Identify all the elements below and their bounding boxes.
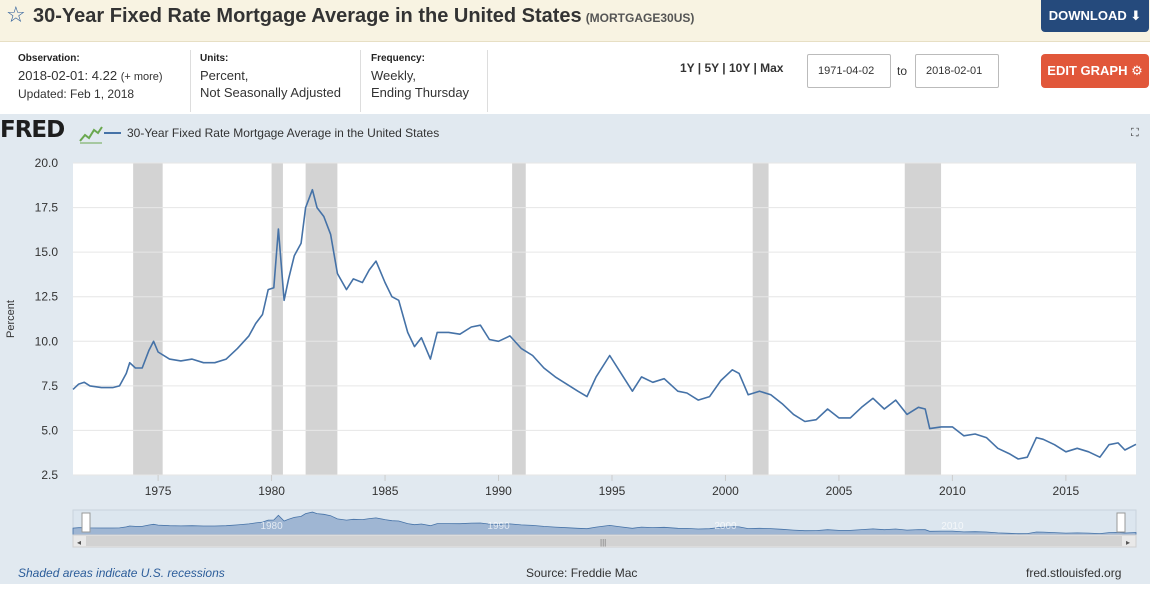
expand-icon[interactable]: ⛶: [1131, 126, 1139, 139]
navigator-handle-left[interactable]: [81, 512, 91, 533]
observation-label: Observation:: [18, 53, 80, 64]
page-title-text: 30-Year Fixed Rate Mortgage Average in t…: [33, 5, 582, 27]
y-tick-label: 15.0: [35, 245, 59, 259]
navigator-tick-label: 2010: [941, 521, 964, 532]
fred-logo: FRED: [0, 117, 65, 143]
units-block: Units: Percent, Not Seasonally Adjusted: [200, 52, 341, 101]
navigator-tick-label: 2000: [714, 521, 737, 532]
y-tick-label: 12.5: [35, 290, 59, 304]
x-tick-label: 1990: [485, 484, 512, 498]
x-tick-label: 2015: [1053, 484, 1080, 498]
more-link[interactable]: (+ more): [120, 71, 163, 83]
line-chart: 20.0 17.5 15.0 12.5 10.0 7.5 5.0 2.5 1975 1980 19…: [5, 156, 1137, 548]
units-label: Units:: [200, 53, 229, 64]
site-link[interactable]: fred.stlouisfed.org: [1026, 566, 1122, 580]
x-tick-label: 2010: [939, 484, 966, 498]
x-tick-label: 1995: [599, 484, 626, 498]
units-line1: Percent,: [200, 68, 249, 83]
recession-note[interactable]: Shaded areas indicate U.S. recessions: [18, 566, 225, 580]
source-text: Source: Freddie Mac: [526, 566, 638, 580]
x-tick-label: 1980: [258, 484, 285, 498]
observation-value: 4.22: [91, 68, 118, 83]
y-tick-label: 20.0: [35, 156, 59, 170]
recession-band: [512, 163, 526, 475]
scrollbar-grip-icon[interactable]: |||: [600, 538, 606, 547]
edit-graph-button[interactable]: EDIT GRAPH ⚙: [1041, 54, 1149, 88]
scroll-right-icon[interactable]: ▸: [1126, 538, 1130, 547]
date-to-input[interactable]: 2018-02-01: [915, 54, 999, 88]
navigator-handle-right[interactable]: [1116, 512, 1126, 533]
divider: [360, 50, 361, 112]
legend-entry[interactable]: 30-Year Fixed Rate Mortgage Average in t…: [127, 126, 440, 140]
y-tick-label: 7.5: [41, 379, 58, 393]
scrollbar-thumb[interactable]: [86, 536, 1122, 546]
units-line2: Not Seasonally Adjusted: [200, 85, 341, 100]
y-tick-label: 5.0: [41, 423, 58, 437]
recession-band: [305, 163, 338, 475]
frequency-line1: Weekly,: [371, 68, 417, 83]
x-tick-label: 2000: [712, 484, 739, 498]
x-tick-label: 1985: [372, 484, 399, 498]
x-tick-label: 1975: [145, 484, 172, 498]
observation-line: 2018-02-01: 4.22 (+ more): [18, 67, 163, 86]
divider: [190, 50, 191, 112]
fred-chart-icon: [79, 126, 103, 144]
divider: [487, 50, 488, 112]
date-from-input[interactable]: 1971-04-02: [807, 54, 891, 88]
series-line: [72, 188, 1137, 460]
navigator-series: [72, 511, 1137, 536]
series-id: (MORTGAGE30US): [585, 11, 695, 25]
observation-date: 2018-02-01:: [18, 68, 89, 83]
to-label: to: [897, 64, 908, 78]
recession-band: [904, 163, 942, 475]
legend-swatch: [104, 132, 121, 134]
range-selector[interactable]: 1Y | 5Y | 10Y | Max: [680, 61, 784, 75]
frequency-line2: Ending Thursday: [371, 85, 470, 100]
star-icon[interactable]: ☆: [6, 3, 26, 28]
plot-area: [73, 163, 1136, 475]
recession-band: [271, 163, 283, 475]
frequency-label: Frequency:: [371, 53, 425, 64]
y-tick-label: 2.5: [41, 468, 58, 482]
y-tick-label: 10.0: [35, 334, 59, 348]
y-axis-label: Percent: [5, 300, 17, 338]
y-tick-label: 17.5: [35, 201, 59, 215]
observation-block: Observation: 2018-02-01: 4.22 (+ more) U…: [18, 52, 163, 103]
download-button[interactable]: DOWNLOAD ⬇: [1041, 0, 1149, 32]
recession-band: [133, 163, 163, 475]
recession-band: [752, 163, 769, 475]
navigator-tick-label: 1980: [260, 521, 283, 532]
navigator-tick-label: 1990: [487, 521, 510, 532]
frequency-block: Frequency: Weekly, Ending Thursday: [371, 52, 469, 101]
scroll-left-icon[interactable]: ◂: [77, 538, 81, 547]
page-title: 30-Year Fixed Rate Mortgage Average in t…: [33, 5, 694, 28]
updated-date: Updated: Feb 1, 2018: [18, 87, 135, 101]
title-bar: ☆ 30-Year Fixed Rate Mortgage Average in…: [0, 0, 1150, 42]
x-tick-label: 2005: [826, 484, 853, 498]
